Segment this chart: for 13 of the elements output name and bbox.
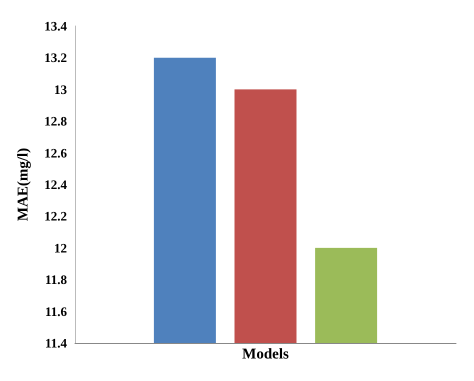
y-tick-label: 11.6: [44, 304, 68, 319]
y-tick-label: 12.4: [44, 177, 68, 192]
x-tick-label: Models: [242, 346, 289, 362]
y-tick-label: 12.6: [44, 145, 68, 160]
y-axis-title: MAE(mg/l): [16, 148, 32, 222]
y-tick-label: 12.2: [44, 208, 67, 224]
y-tick-label: 11.8: [44, 272, 68, 288]
y-tick-label: 12: [54, 240, 67, 256]
y-tick-label: 13.4: [44, 18, 68, 34]
y-tick-label: 12.8: [44, 114, 68, 129]
y-tick-label: 13.2: [44, 50, 67, 66]
y-tick-label: 13: [54, 82, 68, 97]
y-tick-label: 11.4: [44, 336, 68, 350]
